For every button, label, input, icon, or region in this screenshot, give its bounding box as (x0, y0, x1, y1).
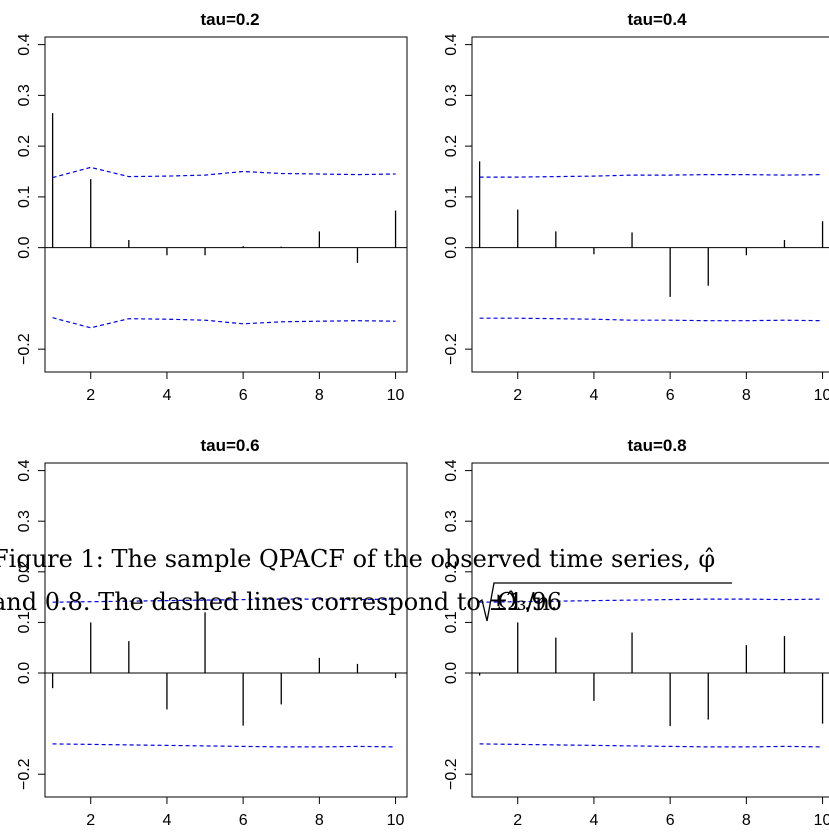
y-tick-label: 0.2 (16, 135, 33, 157)
y-tick-label: 0.3 (443, 84, 460, 106)
x-tick-label: 6 (666, 812, 675, 829)
panel-title: tau=0.2 (200, 10, 259, 29)
y-tick-label: 0.3 (16, 84, 33, 106)
x-tick-label: 10 (814, 812, 829, 829)
lower-band-line (52, 743, 396, 748)
plot-frame (471, 36, 829, 373)
x-tick-label: 6 (239, 387, 248, 404)
upper-band-line (52, 598, 396, 603)
y-tick-label: 0.2 (443, 561, 460, 583)
caption-radicand: Ω̂₃/n. (497, 588, 558, 616)
y-tick-label: −0.2 (443, 333, 460, 365)
x-tick-label: 8 (742, 387, 751, 404)
x-tick-label: 2 (513, 812, 522, 829)
y-tick-label: 0.0 (16, 236, 33, 258)
x-tick-label: 2 (86, 812, 95, 829)
y-tick-label: 0.4 (16, 33, 33, 55)
y-tick-label: −0.2 (16, 758, 33, 790)
y-tick-label: 0.4 (16, 459, 33, 481)
upper-band-line (479, 174, 823, 178)
x-tick-label: 6 (666, 387, 675, 404)
panel-3: tau=0.6 −0.2 0.0 0.1 0.2 0.3 0.4 2 4 6 8 10 (16, 436, 408, 829)
x-tick-label: 2 (86, 387, 95, 404)
panels: tau=0.2 −0.2 0.0 0.1 0.2 0.3 0.4 2 4 6 8 10 tau=0.4 −… (16, 10, 829, 829)
x-tick-label: 4 (162, 387, 171, 404)
y-tick-label: 0.4 (443, 33, 460, 55)
y-tick-label: −0.2 (443, 758, 460, 790)
upper-band-line (479, 598, 823, 603)
y-tick-label: 0.2 (16, 561, 33, 583)
y-tick-label: 0.3 (16, 510, 33, 532)
y-tick-label: −0.2 (16, 333, 33, 365)
y-tick-label: 0.0 (443, 662, 460, 684)
y-tick-label: 0.1 (443, 611, 460, 633)
panel-title: tau=0.6 (200, 436, 259, 455)
y-tick-label: 0.3 (443, 510, 460, 532)
x-tick-label: 4 (162, 812, 171, 829)
x-tick-label: 10 (814, 387, 829, 404)
y-tick-label: 0.1 (16, 186, 33, 208)
panel-4: tau=0.8 −0.2 0.0 0.1 0.2 0.3 0.4 2 4 6 8 10 (443, 436, 829, 829)
panel-1: tau=0.2 −0.2 0.0 0.1 0.2 0.3 0.4 2 4 6 8 10 (16, 10, 408, 404)
caption-sqrt-sign (476, 582, 732, 622)
x-tick-label: 10 (387, 812, 405, 829)
plot-frame (44, 462, 408, 798)
y-tick-label: 0.1 (16, 611, 33, 633)
x-tick-label: 2 (513, 387, 522, 404)
panel-2: tau=0.4 −0.2 0.0 0.1 0.2 0.3 0.4 2 4 6 8 10 (443, 10, 829, 404)
x-tick-label: 8 (742, 812, 751, 829)
x-tick-label: 8 (315, 812, 324, 829)
x-tick-label: 8 (315, 387, 324, 404)
plot-frame (471, 462, 829, 798)
y-tick-label: 0.0 (443, 236, 460, 258)
upper-band-line (52, 166, 396, 179)
lower-band-line (479, 317, 823, 322)
y-tick-label: 0.0 (16, 662, 33, 684)
caption-line-2: and 0.8. The dashed lines correspond to … (0, 588, 562, 616)
lower-band-line (52, 317, 396, 329)
y-tick-label: 0.2 (443, 135, 460, 157)
x-tick-label: 6 (239, 812, 248, 829)
panel-title: tau=0.8 (627, 436, 686, 455)
figure-caption: Figure 1: The sample QPACF of the observ… (0, 545, 732, 622)
x-tick-label: 4 (589, 812, 598, 829)
y-tick-label: 0.4 (443, 459, 460, 481)
lower-band-line (479, 743, 823, 748)
x-tick-label: 10 (387, 387, 405, 404)
panel-title: tau=0.4 (627, 10, 687, 29)
x-tick-label: 4 (589, 387, 598, 404)
caption-line-1: Figure 1: The sample QPACF of the observ… (0, 545, 715, 573)
plot-frame (44, 36, 408, 373)
y-tick-label: 0.1 (443, 186, 460, 208)
